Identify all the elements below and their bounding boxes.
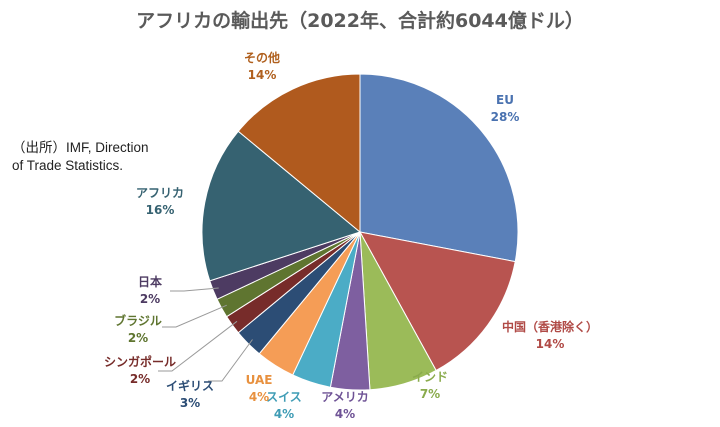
pie-slice-12 [237,73,361,234]
slice-label-name-7: イギリス [166,378,214,393]
slice-label-value-10: 2% [140,292,160,306]
slice-label-value-5: 4% [274,407,294,421]
leader-line-8 [158,320,238,372]
slice-label-value-1: 28% [491,110,520,124]
leader-line-10 [170,287,219,292]
pie-slices [201,73,519,391]
slice-label-value-7: 3% [180,396,200,410]
slice-label-value-12: 14% [248,68,277,82]
slice-label-name-1: EU [496,93,514,107]
chart-title: アフリカの輸出先（2022年、合計約6044億ドル） [136,10,584,32]
slice-label-name-9: ブラジル [114,313,162,328]
source-line-1: （出所）IMF, Direction [12,140,149,155]
pie-slice-2 [359,231,516,372]
slice-label-name-8: シンガポール [104,354,176,369]
slice-label-name-10: 日本 [138,274,162,289]
slice-labels: EU28%中国（香港除く）14%インド7%アメリカ4%スイス4%UAE4%イギリ… [104,50,598,421]
slice-label-name-3: インド [412,370,448,384]
slice-label-value-9: 2% [128,331,148,345]
slice-label-name-2: 中国（香港除く） [502,319,598,334]
slice-label-name-12: その他 [244,50,280,65]
slice-label-name-4: アメリカ [321,390,368,404]
pie-slice-11 [201,130,362,282]
slice-label-value-2: 14% [536,337,565,351]
source-note: （出所）IMF, Direction of Trade Statistics. [12,139,149,175]
leader-lines [158,287,253,382]
slice-label-value-11: 16% [146,203,175,217]
slice-label-name-6: UAE [246,373,273,387]
slice-label-name-11: アフリカ [136,186,184,200]
slice-label-value-8: 2% [130,372,150,386]
leader-line-7 [208,339,253,382]
slice-label-value-4: 4% [335,407,355,421]
slice-label-value-3: 7% [420,387,440,401]
source-line-2: of Trade Statistics. [12,158,124,173]
pie-slice-1 [359,73,519,263]
slice-label-value-6: 4% [249,390,269,404]
slice-label-name-5: スイス [266,390,302,404]
leader-line-9 [162,304,227,328]
